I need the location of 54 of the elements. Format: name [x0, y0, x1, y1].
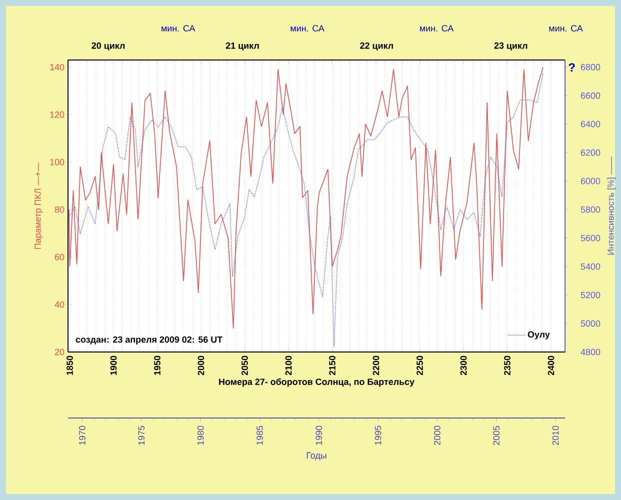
x2-tick-label: 1980 [197, 426, 204, 445]
x-tick-label: 2050 [242, 356, 248, 376]
x-tick-label: 1900 [110, 356, 117, 375]
x-tick-label: 2200 [372, 356, 380, 376]
x2-tick-label: 1990 [316, 426, 322, 445]
text: 22 цикл [360, 42, 393, 50]
x-tick-label: 2300 [460, 356, 467, 376]
x2-tick-label: 2010 [552, 426, 559, 446]
y2-tick-label: 4800 [580, 348, 600, 356]
annotation: создан: 23 апреля 2009 02: 56 UT [76, 336, 222, 344]
y2-tick-label: 6200 [580, 149, 600, 156]
text: мин. СА [162, 25, 196, 32]
y2-axis-title: Интенсивность [%] —— [607, 156, 616, 255]
y2-tick-label: 6800 [580, 64, 600, 70]
x-tick-label: 2000 [198, 356, 204, 376]
y-tick-label: 40 [54, 301, 64, 308]
y2-tick-label: 5800 [580, 206, 600, 213]
y2-tick-label: 5000 [580, 320, 600, 327]
text: мин. СА [290, 25, 324, 32]
x2-tick-label: 1975 [138, 426, 145, 445]
y-tick-label: 120 [50, 111, 64, 118]
x2-axis-title: Годы [306, 452, 326, 460]
x2-tick-label: 2005 [493, 426, 500, 446]
x2-tick-label: 2000 [434, 426, 440, 446]
x2-tick-label: 1985 [256, 426, 263, 445]
y2-tick-label: 6600 [580, 92, 600, 99]
text: мин. СА [549, 25, 583, 32]
x-tick-label: 2350 [504, 356, 510, 376]
y-axis-title: Параметр ПКЛ —+— [34, 162, 43, 249]
y-tick-label: 60 [54, 254, 64, 260]
y-tick-label: 140 [50, 64, 64, 70]
x-axis-title: Номера 27- оборотов Солнца, по Бартельсу [219, 378, 414, 387]
y-tick-label: 80 [54, 206, 64, 213]
x-tick-label: 2250 [416, 356, 423, 376]
x-tick-label: 2400 [548, 356, 554, 376]
text: ? [568, 63, 575, 72]
text: 23 цикл [494, 42, 528, 50]
y2-tick-label: 5600 [580, 234, 600, 242]
x-tick-label: 1950 [154, 356, 160, 375]
x2-tick-label: 1970 [79, 426, 86, 445]
x-tick-label: 2100 [285, 356, 292, 376]
y2-tick-label: 6000 [580, 178, 600, 184]
text: мин. СА [420, 25, 454, 32]
x-tick-label: 2150 [329, 356, 336, 376]
text: 21 цикл [226, 42, 259, 50]
text: 20 цикл [92, 42, 125, 50]
y-tick-label: 20 [54, 348, 64, 356]
y2-tick-label: 5400 [580, 263, 600, 270]
y2-tick-label: 5200 [580, 292, 600, 298]
x-tick-label: 1850 [66, 356, 73, 375]
x2-tick-label: 1995 [374, 426, 382, 445]
y2-tick-label: 6400 [580, 120, 600, 128]
y-tick-label: 100 [50, 158, 64, 166]
legend-label: Оулу [528, 331, 550, 340]
